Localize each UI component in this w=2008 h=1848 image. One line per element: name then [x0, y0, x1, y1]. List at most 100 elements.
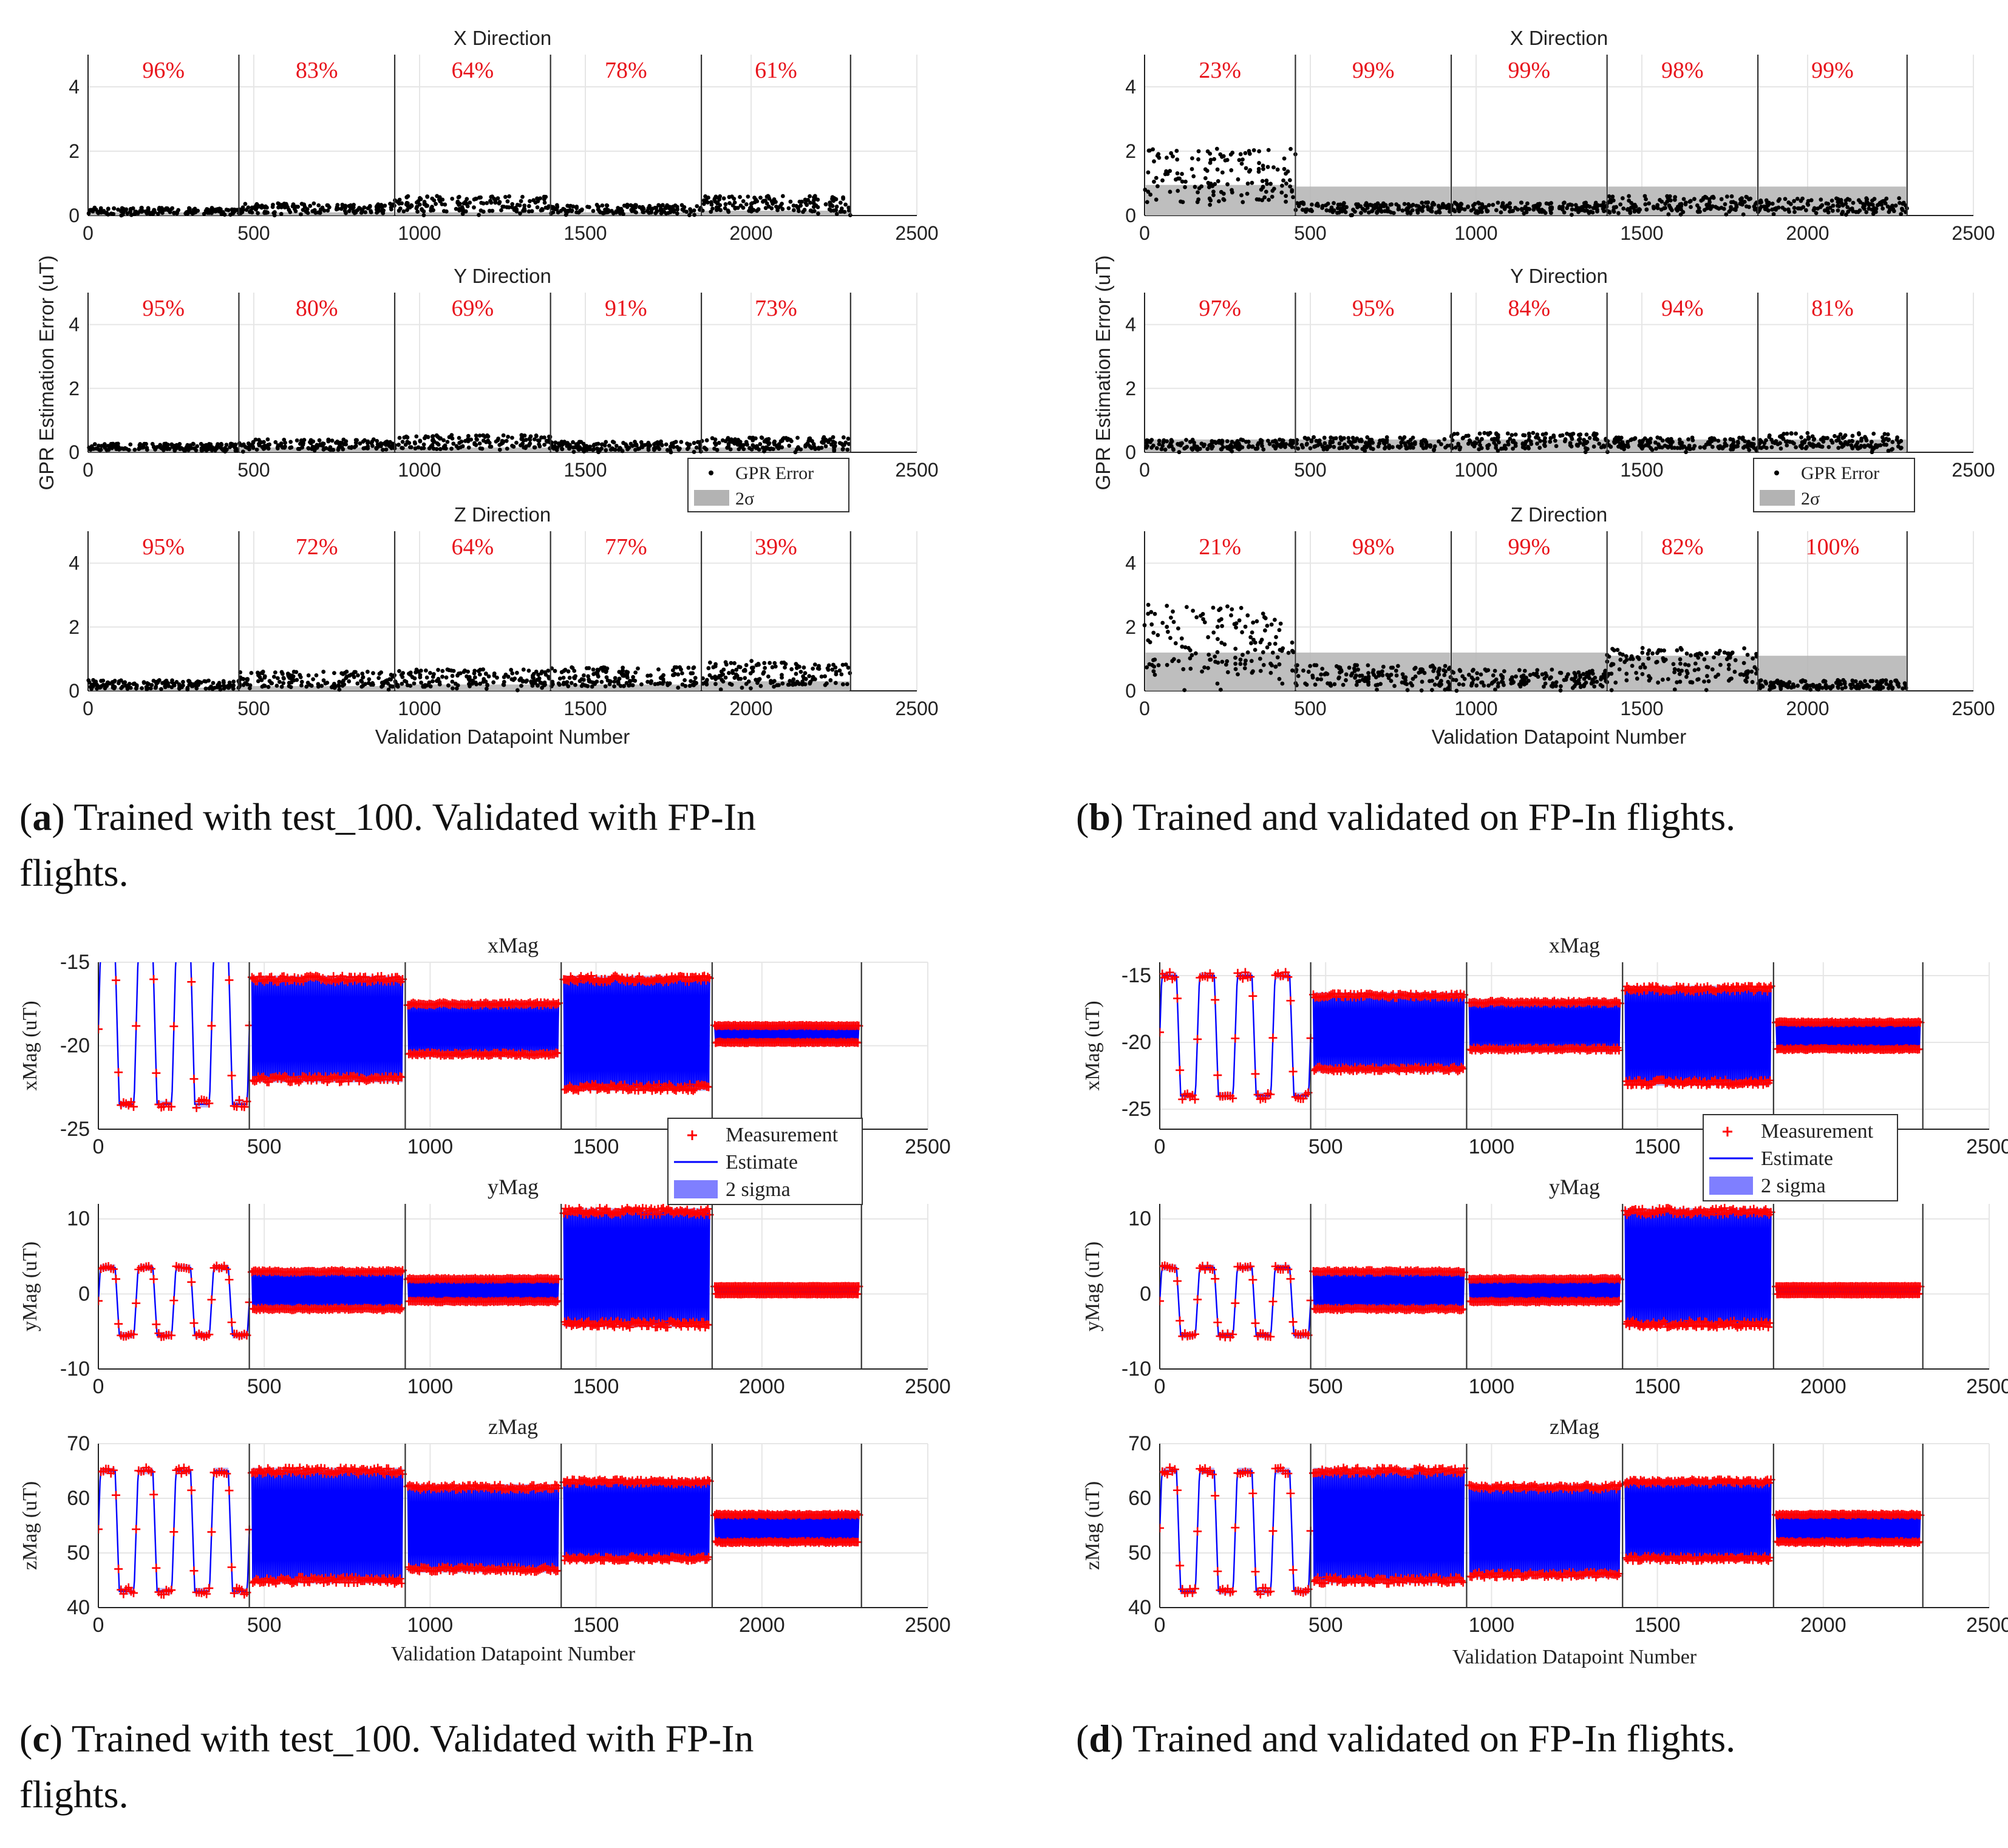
error-point	[1696, 677, 1701, 682]
error-point	[466, 437, 471, 441]
error-point	[1236, 177, 1241, 182]
error-point	[1265, 438, 1270, 443]
error-point	[1548, 676, 1552, 681]
error-point	[315, 443, 319, 447]
error-point	[237, 678, 242, 682]
error-point	[349, 446, 353, 450]
error-point	[1684, 674, 1689, 679]
error-point	[1483, 667, 1488, 672]
error-point	[202, 679, 207, 684]
error-point	[1570, 203, 1574, 208]
error-point	[1505, 203, 1509, 208]
error-point	[1250, 180, 1254, 185]
error-point	[659, 443, 664, 447]
error-point	[1478, 443, 1482, 447]
error-point	[540, 206, 544, 211]
error-point	[204, 448, 209, 453]
error-point	[1687, 443, 1692, 448]
error-point	[1780, 683, 1785, 688]
error-point	[1184, 605, 1189, 610]
error-point	[1775, 679, 1780, 683]
error-point	[1466, 205, 1470, 209]
error-point	[203, 686, 208, 691]
error-point	[413, 441, 417, 446]
error-point	[1581, 443, 1586, 447]
error-point	[590, 680, 595, 685]
error-point	[1256, 169, 1261, 174]
error-point	[1486, 443, 1491, 447]
error-point	[1395, 664, 1400, 668]
error-point	[831, 199, 836, 203]
error-point	[201, 444, 206, 449]
error-point	[738, 443, 743, 447]
error-point	[262, 443, 267, 448]
error-point	[676, 672, 681, 677]
error-point	[1640, 650, 1645, 655]
error-point	[735, 673, 740, 678]
error-point	[747, 435, 752, 440]
error-point	[162, 441, 167, 446]
error-point	[1573, 672, 1577, 677]
error-point	[528, 441, 533, 446]
error-point	[1840, 211, 1844, 216]
error-point	[1245, 191, 1250, 196]
error-point	[1550, 205, 1554, 210]
error-point	[1152, 611, 1157, 616]
error-point	[1233, 647, 1238, 651]
error-point	[1324, 208, 1329, 212]
error-point	[257, 441, 262, 446]
error-point	[1506, 440, 1510, 444]
error-point	[1344, 672, 1349, 677]
measurement-marker	[99, 952, 107, 960]
error-point	[1277, 676, 1282, 681]
error-point	[98, 685, 102, 690]
error-point	[1762, 441, 1767, 446]
error-point	[1234, 625, 1238, 630]
error-point	[1522, 668, 1527, 673]
error-point	[485, 201, 489, 205]
error-point	[780, 206, 785, 211]
measurement-marker	[280, 1072, 289, 1081]
error-point	[800, 199, 804, 204]
error-point	[1599, 445, 1604, 450]
error-point	[234, 208, 239, 212]
error-point	[104, 682, 109, 687]
error-point	[1189, 446, 1194, 450]
error-point	[692, 441, 696, 446]
error-point	[1758, 438, 1763, 443]
error-point	[1197, 446, 1202, 451]
error-point	[526, 204, 531, 208]
error-point	[1367, 210, 1371, 215]
error-point	[1799, 679, 1804, 684]
error-point	[1196, 190, 1200, 195]
error-point	[1327, 208, 1332, 213]
error-point	[185, 687, 190, 692]
error-point	[102, 442, 107, 447]
error-point	[1321, 447, 1326, 452]
error-point	[414, 206, 419, 211]
y-axis-label: GPR Estimation Error (uT)	[1092, 256, 1114, 491]
error-point	[563, 441, 568, 446]
error-point	[109, 441, 114, 446]
error-point	[1601, 672, 1606, 677]
measurement-marker	[140, 946, 148, 955]
error-point	[1633, 436, 1638, 441]
error-point	[1230, 607, 1234, 612]
error-point	[1157, 155, 1162, 160]
error-point	[828, 678, 833, 682]
error-point	[1218, 606, 1223, 611]
legend-label-two-sigma: 2σ	[735, 489, 754, 509]
error-point	[675, 207, 680, 212]
error-point	[1356, 667, 1361, 672]
error-point	[401, 209, 406, 214]
error-point	[1620, 196, 1625, 200]
error-point	[1162, 438, 1166, 443]
two-sigma-band	[89, 687, 238, 691]
error-point	[321, 678, 326, 683]
error-point	[441, 209, 446, 214]
error-point	[1607, 654, 1612, 659]
error-point	[239, 443, 243, 447]
error-point	[510, 435, 514, 440]
error-point	[474, 682, 478, 687]
error-point	[1351, 440, 1356, 444]
